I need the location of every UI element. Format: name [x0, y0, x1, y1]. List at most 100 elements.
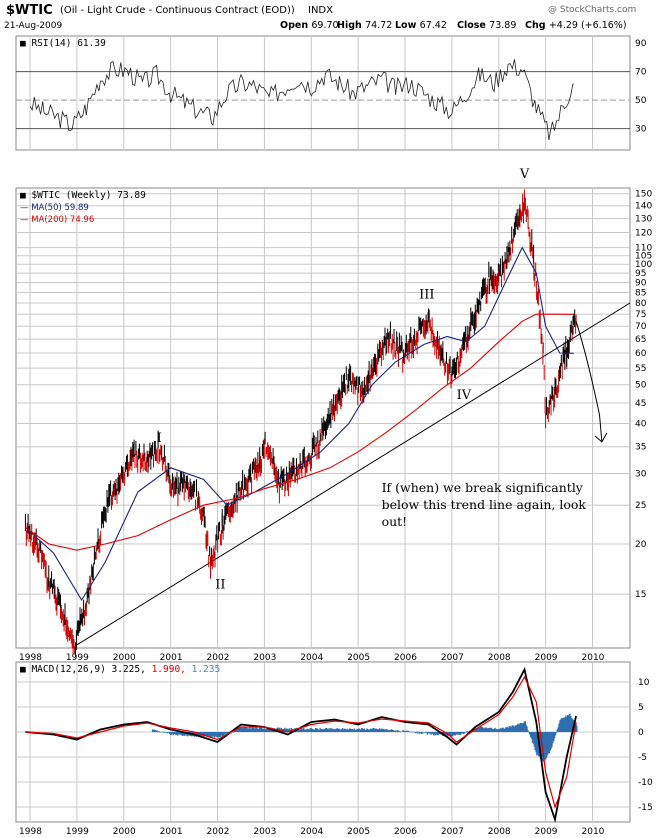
histogram-bar — [316, 728, 319, 732]
histogram-bar — [168, 732, 170, 733]
histogram-bar — [387, 730, 390, 732]
macd-xtick-2006: 2006 — [394, 827, 417, 837]
histogram-bar — [237, 729, 239, 732]
histogram-bar — [520, 723, 522, 732]
histogram-bar — [564, 717, 566, 732]
histogram-bar — [258, 728, 260, 732]
histogram-bar — [262, 728, 264, 732]
histogram-bar — [308, 729, 310, 732]
histogram-bar — [248, 728, 250, 732]
price-xtick-2005: 2005 — [347, 653, 370, 663]
histogram-bar — [264, 729, 266, 732]
histogram-bar — [396, 730, 399, 732]
histogram-bar — [566, 717, 568, 732]
histogram-bar — [260, 727, 263, 732]
price-tick-85: 85 — [635, 288, 646, 298]
histogram-bar — [166, 732, 168, 734]
histogram-bar — [269, 729, 272, 732]
histogram-bar — [523, 721, 525, 732]
histogram-bar — [403, 730, 405, 732]
projection-arrowhead — [594, 432, 608, 443]
note-line-6: below this trend line again, look — [382, 497, 587, 512]
histogram-bar — [347, 729, 349, 732]
histogram-bar — [458, 732, 460, 735]
histogram-bar — [332, 729, 335, 732]
rsi-tick-90: 90 — [635, 39, 647, 49]
price-tick-80: 80 — [635, 299, 647, 309]
histogram-bar — [566, 714, 569, 732]
histogram-bar — [438, 732, 440, 735]
histogram-bar — [290, 728, 292, 732]
ohlc-high: High 74.72 — [337, 20, 392, 31]
histogram-bar — [512, 726, 515, 732]
histogram-bar — [530, 732, 533, 739]
histogram-bar — [423, 732, 425, 733]
histogram-bar — [268, 728, 271, 732]
ma200-line — [25, 313, 574, 551]
histogram-bar — [266, 729, 268, 732]
histogram-bar — [422, 732, 424, 734]
macd-xtick-2003: 2003 — [253, 827, 276, 837]
histogram-bar — [517, 723, 519, 732]
histogram-bar — [195, 732, 197, 736]
histogram-bar — [233, 730, 236, 732]
histogram-bar — [340, 729, 342, 732]
histogram-bar — [437, 732, 439, 736]
price-xtick-1998: 1998 — [19, 653, 42, 663]
histogram-bar — [311, 728, 313, 732]
macd-frame — [15, 661, 631, 823]
histogram-bar — [551, 732, 553, 748]
histogram-bar — [317, 729, 319, 732]
histogram-bar — [156, 730, 158, 732]
macd-tick--15: -15 — [638, 803, 653, 813]
histogram-bar — [175, 732, 177, 736]
histogram-bar — [344, 729, 346, 732]
histogram-bar — [361, 728, 364, 732]
histogram-bar — [313, 729, 315, 732]
histogram-bar — [404, 731, 406, 733]
histogram-bar — [431, 732, 433, 734]
histogram-bar — [379, 729, 382, 732]
histogram-bar — [535, 732, 537, 753]
histogram-bar — [301, 729, 303, 732]
histogram-bar — [170, 732, 173, 735]
histogram-bar — [315, 728, 318, 732]
price-xtick-2001: 2001 — [160, 653, 183, 663]
histogram-bar — [214, 732, 217, 736]
histogram-bar — [159, 732, 161, 733]
histogram-bar — [378, 728, 381, 732]
histogram-bar — [162, 731, 165, 733]
signal-line — [25, 675, 577, 809]
histogram-bar — [331, 728, 333, 732]
histogram-bar — [250, 728, 253, 732]
histogram-bar — [280, 727, 282, 732]
histogram-bar — [562, 718, 564, 732]
histogram-bar — [395, 730, 397, 732]
price-tick-40: 40 — [635, 420, 647, 430]
histogram-bar — [219, 732, 221, 737]
histogram-bar — [362, 729, 365, 732]
histogram-bar — [371, 728, 374, 732]
histogram-bar — [531, 732, 534, 743]
histogram-bar — [374, 728, 376, 732]
histogram-bar — [481, 727, 484, 732]
histogram-bar — [176, 732, 178, 735]
histogram-bar — [457, 732, 459, 735]
histogram-bar — [305, 729, 307, 732]
histogram-bar — [244, 727, 246, 732]
histogram-bar — [328, 728, 330, 732]
histogram-bar — [520, 723, 523, 732]
histogram-bar — [373, 728, 375, 732]
histogram-bar — [464, 732, 467, 733]
histogram-bar — [415, 732, 418, 733]
histogram-bar — [489, 727, 491, 732]
histogram-bar — [376, 729, 378, 732]
histogram-bar — [312, 729, 314, 732]
histogram-bar — [221, 732, 223, 736]
histogram-bar — [455, 732, 457, 735]
histogram-bar — [165, 732, 167, 733]
histogram-bar — [498, 729, 500, 732]
histogram-bar — [452, 732, 454, 736]
histogram-bar — [323, 729, 325, 732]
histogram-bar — [498, 729, 501, 732]
